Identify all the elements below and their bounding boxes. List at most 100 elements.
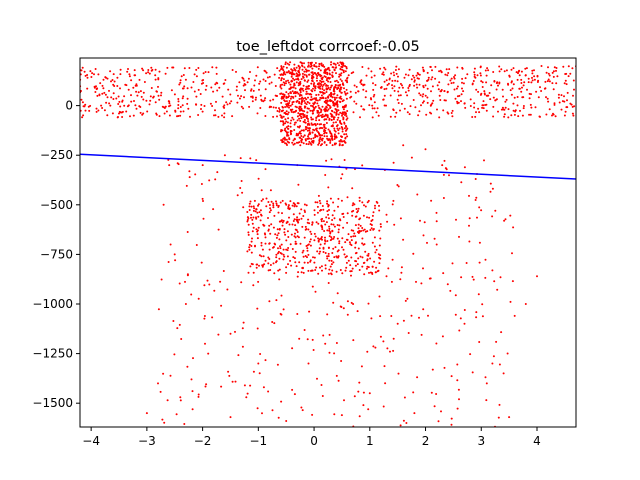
scatter-point: [335, 342, 338, 344]
scatter-point: [399, 94, 402, 97]
scatter-point: [505, 69, 508, 72]
scatter-point: [207, 71, 210, 74]
scatter-point: [168, 114, 171, 117]
scatter-point: [169, 243, 172, 246]
scatter-point: [288, 216, 290, 219]
scatter-point: [431, 69, 433, 72]
scatter-point: [379, 257, 382, 260]
scatter-point: [371, 116, 374, 119]
scatter-point: [288, 100, 291, 102]
scatter-point: [193, 90, 196, 93]
scatter-point: [115, 97, 118, 100]
scatter-point: [426, 241, 428, 244]
scatter-point: [109, 104, 112, 107]
scatter-point: [290, 110, 293, 113]
scatter-point: [294, 224, 297, 227]
scatter-point: [302, 129, 305, 132]
scatter-point: [167, 100, 170, 103]
scatter-point: [130, 100, 133, 103]
x-tick-label: 3: [477, 434, 485, 448]
scatter-point: [291, 103, 294, 106]
scatter-point: [478, 261, 481, 264]
scatter-point: [342, 307, 345, 310]
scatter-point: [464, 77, 467, 80]
scatter-point: [238, 81, 241, 84]
scatter-point: [433, 237, 436, 240]
scatter-point: [522, 84, 525, 87]
scatter-point: [381, 73, 384, 76]
scatter-point: [408, 85, 411, 88]
scatter-point: [322, 80, 325, 83]
scatter-point: [160, 94, 162, 97]
scatter-point: [430, 78, 433, 81]
scatter-point: [337, 228, 340, 231]
scatter-point: [278, 227, 281, 230]
scatter-point: [290, 130, 293, 133]
scatter-point: [333, 352, 336, 355]
scatter-point: [414, 106, 417, 109]
scatter-point: [563, 82, 566, 85]
scatter-point: [275, 202, 278, 205]
scatter-point: [210, 86, 213, 89]
scatter-point: [293, 63, 296, 66]
scatter-point: [429, 277, 432, 280]
scatter-point: [412, 74, 414, 77]
scatter-point: [272, 115, 275, 118]
scatter-point: [389, 350, 391, 353]
scatter-point: [334, 66, 337, 69]
scatter-point: [333, 87, 336, 90]
scatter-point: [242, 206, 245, 209]
scatter-point: [310, 104, 312, 107]
scatter-point: [530, 81, 533, 84]
scatter-point: [307, 79, 310, 82]
scatter-point: [291, 248, 294, 250]
scatter-point: [358, 415, 361, 418]
scatter-point: [248, 243, 251, 246]
scatter-point: [330, 63, 332, 66]
scatter-point: [242, 107, 245, 110]
scatter-point: [378, 262, 381, 265]
scatter-point: [211, 316, 214, 319]
scatter-point: [319, 75, 322, 78]
scatter-point: [110, 80, 112, 83]
scatter-point: [526, 88, 528, 91]
scatter-point: [315, 129, 318, 132]
scatter-point: [297, 133, 300, 136]
scatter-point: [563, 114, 566, 117]
scatter-point: [354, 91, 357, 94]
scatter-point: [240, 180, 243, 182]
scatter-point: [460, 100, 462, 103]
scatter-point: [315, 127, 318, 130]
scatter-point: [456, 66, 459, 69]
scatter-point: [502, 372, 505, 375]
scatter-point: [392, 108, 395, 111]
scatter-point: [205, 84, 208, 87]
scatter-point: [420, 282, 423, 285]
scatter-point: [197, 88, 200, 91]
scatter-point: [334, 63, 337, 66]
scatter-point: [205, 383, 208, 386]
scatter-point: [395, 72, 398, 75]
scatter-point: [274, 233, 277, 236]
scatter-point: [302, 255, 305, 258]
scatter-point: [504, 106, 507, 109]
scatter-point: [399, 109, 401, 112]
scatter-point: [284, 138, 287, 140]
scatter-point: [461, 77, 464, 80]
scatter-point: [424, 148, 427, 151]
scatter-point: [125, 110, 128, 113]
x-tick-label: −1: [249, 434, 267, 448]
scatter-point: [86, 76, 89, 79]
scatter-point: [295, 78, 298, 81]
scatter-point: [135, 107, 138, 110]
scatter-point: [94, 91, 97, 93]
scatter-point: [394, 69, 397, 71]
scatter-point: [98, 94, 101, 97]
scatter-point: [316, 79, 318, 82]
scatter-point: [95, 110, 98, 113]
scatter-point: [281, 139, 284, 142]
scatter-point: [317, 67, 320, 70]
scatter-point: [334, 130, 337, 133]
scatter-point: [346, 300, 349, 303]
scatter-point: [282, 219, 285, 222]
